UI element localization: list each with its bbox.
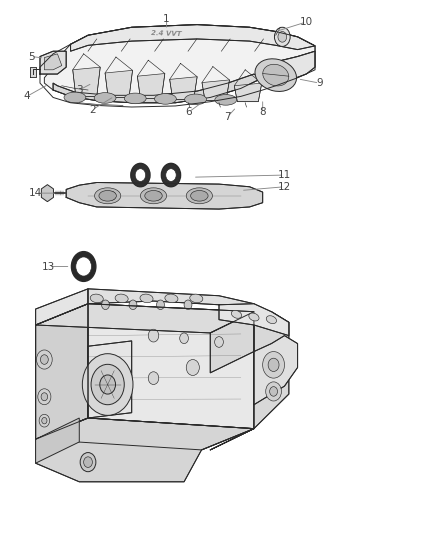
Ellipse shape [185,94,206,104]
Polygon shape [73,67,100,96]
Text: 3: 3 [76,85,83,95]
Ellipse shape [64,92,86,103]
Circle shape [38,389,51,405]
Text: 11: 11 [278,170,291,180]
Ellipse shape [124,93,146,104]
Ellipse shape [94,93,116,103]
Circle shape [270,386,278,396]
Ellipse shape [155,94,177,104]
Text: 9: 9 [316,78,323,88]
Polygon shape [35,304,254,333]
Circle shape [42,417,47,424]
Text: 4: 4 [24,91,30,101]
Circle shape [36,350,52,369]
Text: 6: 6 [185,107,192,117]
Circle shape [180,333,188,344]
Circle shape [100,375,116,394]
Circle shape [41,393,48,401]
Ellipse shape [255,59,297,92]
Text: 14: 14 [29,188,42,198]
Polygon shape [254,336,297,405]
Circle shape [84,457,92,467]
Circle shape [129,300,137,310]
Circle shape [102,300,110,310]
Ellipse shape [249,313,259,321]
Polygon shape [88,289,254,312]
Polygon shape [105,70,133,98]
Polygon shape [35,304,88,439]
Polygon shape [44,25,315,103]
Circle shape [263,352,285,378]
Polygon shape [35,418,79,463]
Polygon shape [40,51,66,74]
Polygon shape [41,184,53,201]
Circle shape [184,300,192,310]
Ellipse shape [231,310,242,318]
Text: 2.4 VVT: 2.4 VVT [151,30,182,37]
Polygon shape [35,289,88,325]
Ellipse shape [90,294,103,303]
Circle shape [275,27,290,46]
Text: 13: 13 [42,262,55,271]
Circle shape [148,329,159,342]
Polygon shape [234,83,262,102]
Circle shape [131,164,150,187]
Circle shape [40,355,48,365]
Circle shape [135,168,146,181]
Ellipse shape [140,294,153,303]
Ellipse shape [141,188,166,204]
Ellipse shape [190,294,203,303]
Text: 12: 12 [278,182,291,192]
Polygon shape [30,67,36,77]
Polygon shape [170,77,197,100]
Text: 2: 2 [89,104,95,115]
Circle shape [82,354,133,415]
Text: 5: 5 [28,52,35,61]
Circle shape [166,168,176,181]
Polygon shape [210,312,289,450]
Circle shape [161,164,180,187]
Circle shape [156,300,164,310]
Circle shape [39,414,49,427]
Polygon shape [202,80,230,101]
Polygon shape [138,74,165,99]
Ellipse shape [215,94,237,105]
Ellipse shape [95,188,121,204]
Circle shape [154,191,161,200]
Text: 8: 8 [259,107,266,117]
Polygon shape [219,304,289,336]
Ellipse shape [99,190,117,201]
Text: 10: 10 [300,17,313,27]
Text: 7: 7 [224,111,231,122]
Circle shape [215,337,223,348]
Ellipse shape [191,190,208,201]
Polygon shape [53,74,263,103]
Polygon shape [88,341,132,418]
Polygon shape [35,418,254,482]
Text: 1: 1 [163,14,170,25]
Ellipse shape [186,188,212,204]
Polygon shape [66,182,263,209]
Ellipse shape [165,294,178,303]
Circle shape [109,191,116,200]
Polygon shape [88,304,254,429]
Circle shape [278,31,287,42]
Circle shape [91,365,124,405]
Ellipse shape [266,316,276,324]
Circle shape [268,358,279,372]
Circle shape [76,257,92,276]
Polygon shape [210,312,254,373]
Circle shape [148,372,159,384]
Ellipse shape [115,294,128,303]
Polygon shape [71,25,315,51]
Ellipse shape [263,64,289,86]
Polygon shape [44,54,62,70]
Circle shape [186,360,199,375]
Circle shape [266,382,282,401]
Polygon shape [263,51,315,86]
Polygon shape [35,418,254,450]
Ellipse shape [145,190,162,201]
Circle shape [80,453,96,472]
Circle shape [71,252,96,281]
